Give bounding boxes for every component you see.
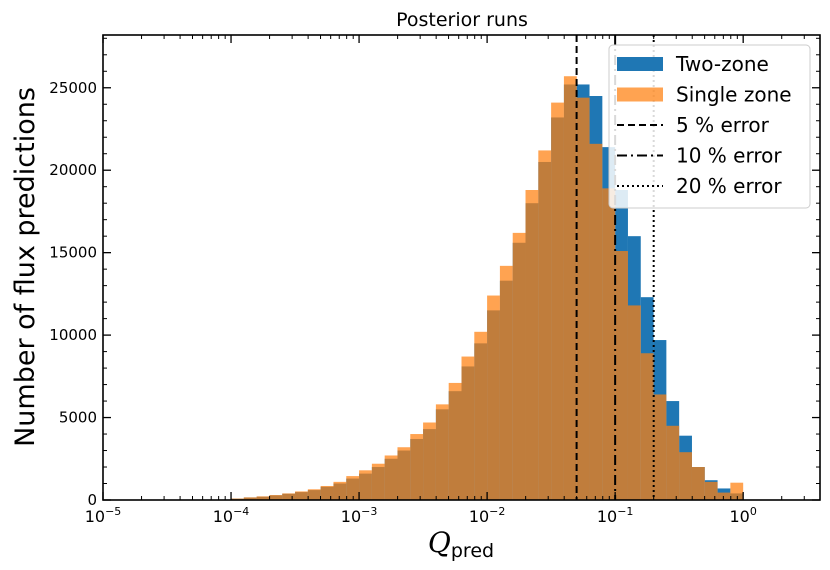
x-tick-label: 10−3 [341,505,378,526]
x-tick-label: 10−5 [85,505,122,526]
x-tick-exponent: −2 [489,505,505,518]
x-tick-base: 10 [597,507,617,526]
x-tick-base: 10 [85,507,105,526]
legend-swatch [617,57,663,71]
histogram-bar [589,143,603,501]
histogram-bar [359,470,372,500]
x-tick-base: 10 [341,507,361,526]
x-tick-label: 10−4 [213,505,250,526]
x-tick-exponent: 0 [750,505,757,518]
legend-label: Single zone [676,83,792,107]
histogram-bar [640,353,654,500]
x-tick-exponent: −1 [617,505,633,518]
y-tick-label: 15000 [49,244,97,262]
y-tick-label: 5000 [59,409,97,427]
histogram-bar [371,463,385,500]
x-tick-label: 10−1 [597,505,634,526]
histogram-bar [461,356,475,500]
histogram-bar [474,331,488,500]
histogram-bar [576,97,590,500]
legend-swatch [617,87,663,102]
x-axis-label-sub: pred [451,540,494,562]
histogram-bar [410,434,424,500]
histogram-bar [551,102,564,500]
histogram-bar [243,497,257,500]
histogram-bar [282,493,296,500]
histogram-bar [487,295,500,500]
histogram-bar [435,404,449,500]
y-tick-label: 25000 [49,79,97,97]
histogram-bar [563,76,577,501]
x-axis-label: Qpred [428,526,494,562]
y-tick-label: 10000 [49,326,97,344]
x-tick-exponent: −5 [105,505,121,518]
histogram-bar [320,485,334,500]
legend: Two-zone Single zone 5 % error 10 % error 20… [608,44,811,209]
x-tick-label: 100 [729,505,756,526]
x-tick-base: 10 [469,507,489,526]
histogram-bar [346,476,360,500]
histogram-bar [256,496,270,500]
histogram-bar [679,452,692,500]
histogram-bar [653,394,667,500]
x-tick-exponent: −4 [233,505,249,518]
histogram-bar [525,190,539,500]
x-axis-label-main: Q [428,526,451,559]
y-tick-label: 0 [87,491,97,509]
histogram-bar [538,150,552,500]
histogram-bar [512,232,526,500]
single-zone-bars [231,76,744,501]
histogram-bar [704,481,718,500]
chart-title: Posterior runs [396,9,528,31]
y-axis-label: Number of flux predictions [10,87,41,447]
histogram-bar [627,305,641,500]
histogram-bar [615,251,628,500]
legend-label: 20 % error [676,174,782,198]
histogram-bar [717,492,731,500]
error-lines [575,35,655,500]
x-tick-label: 10−2 [469,505,506,526]
histogram-bar [691,467,705,500]
histogram-bar [333,481,347,500]
histogram-bar [269,495,283,500]
histogram-bar [423,422,436,500]
histogram-bar [307,489,321,500]
x-tick-exponent: −3 [361,505,377,518]
histogram-bar [384,455,398,500]
histogram-bar [730,482,744,500]
histogram-bar [602,188,616,500]
histogram-bar [295,491,308,500]
legend-label: 5 % error [676,113,770,137]
histogram-bar [448,382,462,500]
histogram-bar [397,447,411,500]
histogram-bar [499,265,513,500]
legend-box [608,44,811,209]
x-tick-base: 10 [729,507,749,526]
y-tick-label: 20000 [49,161,97,179]
histogram-bar [666,425,680,500]
x-tick-base: 10 [213,507,233,526]
legend-label: Two-zone [675,52,769,76]
plot-frame [102,34,821,501]
legend-label: 10 % error [676,144,782,168]
